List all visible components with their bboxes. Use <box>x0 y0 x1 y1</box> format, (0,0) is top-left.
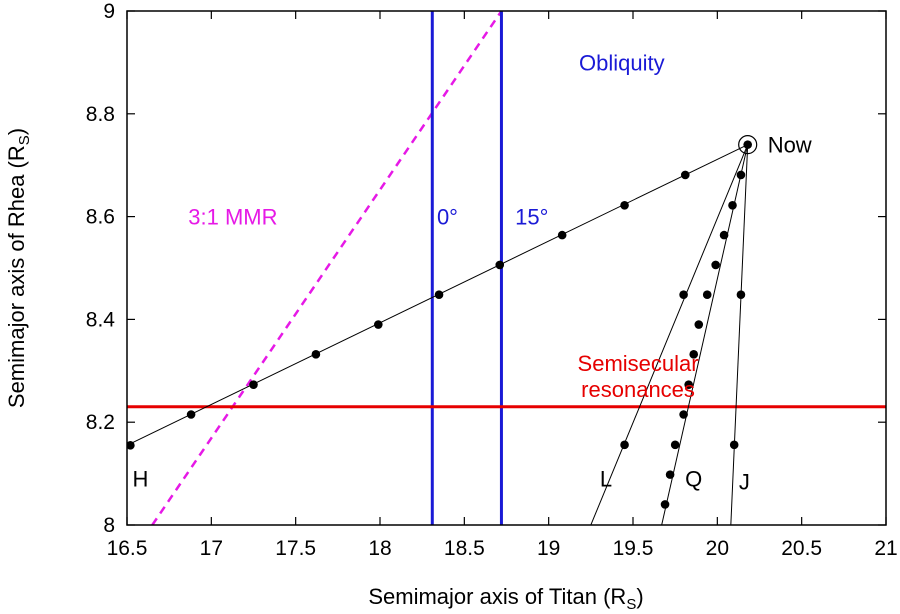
x-tick-label-7: 20 <box>706 537 729 560</box>
track-label-H: H <box>133 467 149 492</box>
track-point-H-5 <box>434 290 444 300</box>
track-point-J-1 <box>736 290 746 300</box>
x-tick-label-4: 18.5 <box>444 537 485 560</box>
y-tick-label-1: 8.2 <box>86 411 115 434</box>
mmr-label: 3:1 MMR <box>188 205 277 230</box>
mmr-line <box>151 11 503 525</box>
track-point-Q-4 <box>684 380 693 389</box>
y-tick-label-5: 9 <box>103 0 115 23</box>
x-tick-label-6: 19.5 <box>613 537 654 560</box>
track-point-Q-11 <box>736 170 746 180</box>
track-point-H-9 <box>680 170 690 180</box>
track-point-Q-3 <box>679 410 688 419</box>
y-tick-label-2: 8.4 <box>86 308 116 331</box>
track-label-Q: Q <box>685 467 702 492</box>
x-tick-label-0: 16.5 <box>107 537 148 560</box>
track-point-Q-9 <box>719 230 729 240</box>
x-axis-label-sub: S <box>626 596 636 613</box>
track-line-J <box>730 144 749 525</box>
track-label-L: L <box>600 467 612 492</box>
x-tick-label-9: 21 <box>874 537 897 560</box>
track-point-H-1 <box>186 410 196 419</box>
track-point-H-3 <box>311 350 321 359</box>
x-tick-label-8: 20.5 <box>781 537 822 560</box>
track-point-H-7 <box>557 230 567 240</box>
y-tick-label-3: 8.6 <box>86 206 115 229</box>
obliquity-angle-label-1: 15° <box>515 205 548 230</box>
track-line-L <box>590 144 749 525</box>
semisecular-label-line2: resonances <box>581 377 695 402</box>
track-point-Q-10 <box>728 200 737 210</box>
track-point-H-6 <box>495 260 505 270</box>
track-point-Q-6 <box>694 320 704 329</box>
plot-frame <box>126 10 887 526</box>
now-marker-ring <box>738 135 758 155</box>
track-point-Q-0 <box>660 500 670 509</box>
plot-layer <box>127 11 886 525</box>
x-axis-label: Semimajor axis of Titan (RS) <box>368 584 643 613</box>
y-tick-label-0: 8 <box>103 514 115 537</box>
label-layer: H L Q J Now 0° 15° Obliquity Semisecularresonanc… <box>133 50 812 494</box>
y-tick-label-4: 8.8 <box>86 103 115 126</box>
track-point-J-0 <box>729 440 739 450</box>
y-axis-label-close: ) <box>4 128 29 135</box>
y-axis-label-sub: S <box>16 135 33 145</box>
now-label: Now <box>768 133 812 158</box>
y-axis-label: Semimajor axis of Rhea (RS) <box>4 128 33 408</box>
obliquity-angle-label-0: 0° <box>437 205 458 230</box>
x-axis-label-close: ) <box>636 584 643 609</box>
track-point-Q-5 <box>689 350 699 359</box>
track-point-H-4 <box>374 320 383 329</box>
track-point-Q-1 <box>665 470 675 479</box>
track-point-H-2 <box>249 380 258 389</box>
track-point-Q-2 <box>670 440 680 450</box>
x-tick-label-1: 17 <box>200 537 223 560</box>
x-axis-label-text: Semimajor axis of Titan (R <box>368 584 626 609</box>
track-point-H-0 <box>127 441 135 450</box>
x-tick-label-3: 18 <box>368 537 391 560</box>
track-label-J: J <box>739 469 750 494</box>
y-axis-label-text: Semimajor axis of Rhea (R <box>4 145 29 408</box>
track-point-Q-8 <box>711 260 720 270</box>
track-point-H-8 <box>620 200 629 210</box>
track-point-L-1 <box>679 290 688 300</box>
x-tick-label-5: 19 <box>537 537 560 560</box>
axis-layer: 16.5 17 17.5 18 18.5 19 19.5 20 20.5 21 8 8.2 8.4 8.6… <box>86 0 898 560</box>
obliquity-label: Obliquity <box>579 50 665 75</box>
semisecular-label-line1: Semisecular <box>578 351 699 376</box>
x-tick-label-2: 17.5 <box>275 537 316 560</box>
track-point-L-0 <box>620 440 629 450</box>
track-point-Q-7 <box>702 290 712 300</box>
